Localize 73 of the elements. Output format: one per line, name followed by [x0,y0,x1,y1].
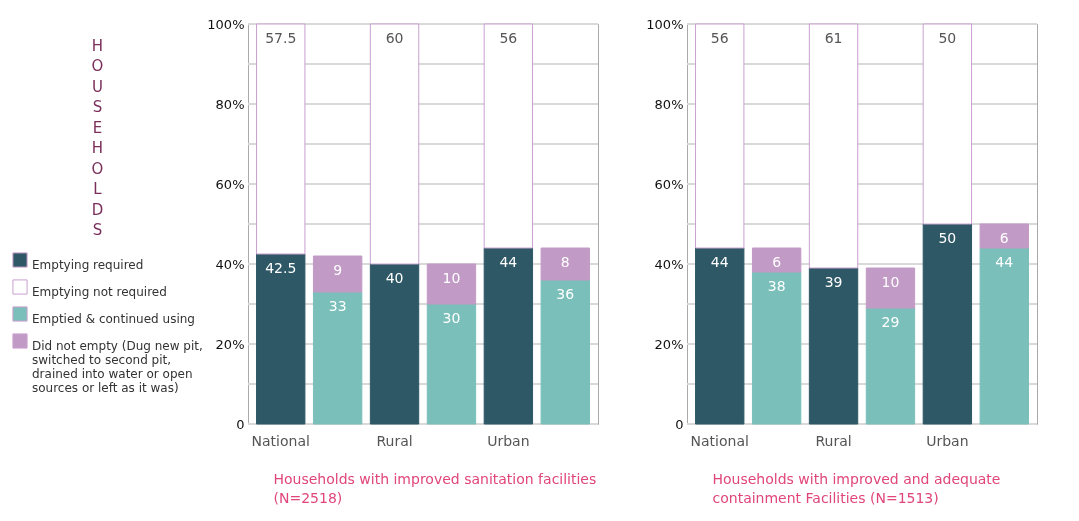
data-label: 50 [938,30,957,46]
bar [751,247,802,273]
y-tick-label: 20% [215,336,245,352]
data-label: 38 [767,278,786,294]
data-label: 40 [385,270,404,286]
data-label: 57.5 [265,30,297,46]
x-tick-label: Urban [926,432,969,449]
y-tick-label: 20% [654,336,684,352]
bar [483,23,534,249]
data-label: 8 [560,254,570,270]
y-tick-label: 0 [675,416,684,432]
data-label: 60 [385,30,404,46]
y-tick-label: 100% [207,16,245,32]
bar [751,271,802,425]
bar [865,267,916,309]
bar [426,303,477,425]
bar [865,307,916,425]
data-label: 29 [881,314,900,330]
text: HOUSEHOLDS [91,36,104,239]
data-label: 36 [556,286,575,302]
bar [256,23,306,255]
legend-label: Emptying not required [32,285,167,299]
bar [369,263,420,425]
y-tick-label: 0 [236,416,245,432]
bar [695,23,745,249]
data-label: 56 [710,30,729,46]
data-label: 39 [824,274,843,290]
y-tick-label: 60% [654,176,684,192]
x-tick-label: National [251,432,310,449]
bar [312,255,363,293]
y-tick-label: 80% [215,96,245,112]
bar [426,263,477,305]
y-tick-label: 40% [654,256,684,272]
bar [540,247,590,281]
y-tick-label: 60% [215,176,245,192]
bar [256,253,306,425]
bar [922,23,973,225]
data-label: 33 [328,298,347,314]
data-label: 61 [824,30,843,46]
y-tick-label: 100% [646,16,684,32]
bar [922,223,973,425]
x-axis-title: Households with improved sanitation facilities (N=2518) [273,470,597,506]
data-label: 30 [442,310,461,326]
legend-label: Emptied & continued using [32,312,195,326]
x-tick-label: Rural [815,432,852,449]
bar [808,23,859,269]
bar [695,247,745,425]
data-label: 9 [333,262,343,278]
data-label: 44 [710,254,729,270]
bar [979,223,1029,249]
x-axis-title: Households with improved and adequate containment Facilities (N=1513) [712,470,1001,506]
bar [979,247,1029,425]
x-tick-label: Rural [376,432,413,449]
bar [312,291,363,425]
bar [369,23,420,265]
y-tick-label: 40% [215,256,245,272]
bar [483,247,534,425]
legend-label: Emptying required [32,258,144,272]
data-label: 10 [881,274,900,290]
legend-label: Did not empty (Dug new pit, switched to second pit, drained into water or open sources or left as it was) [32,339,203,395]
data-label: 6 [999,230,1009,246]
x-tick-label: Urban [487,432,530,449]
data-label: 50 [938,230,957,246]
data-label: 44 [995,254,1014,270]
data-label: 44 [499,254,518,270]
data-label: 10 [442,270,461,286]
bar [808,267,859,425]
data-label: 6 [772,254,782,270]
y-tick-label: 80% [654,96,684,112]
x-tick-label: National [690,432,749,449]
data-label: 42.5 [265,260,297,276]
data-label: 56 [499,30,518,46]
bar [540,279,590,425]
